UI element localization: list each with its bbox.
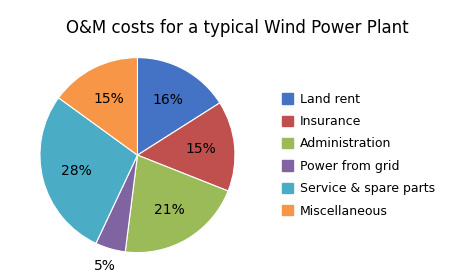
Text: 16%: 16% [153,93,183,107]
Wedge shape [125,155,228,253]
Text: O&M costs for a typical Wind Power Plant: O&M costs for a typical Wind Power Plant [66,19,408,37]
Wedge shape [40,98,137,243]
Text: 21%: 21% [155,203,185,217]
Wedge shape [59,58,137,155]
Wedge shape [137,103,235,191]
Text: 28%: 28% [61,164,91,178]
Text: 15%: 15% [93,92,124,106]
Text: 5%: 5% [94,259,116,273]
Wedge shape [137,58,220,155]
Wedge shape [96,155,137,252]
Text: 15%: 15% [185,142,216,156]
Legend: Land rent, Insurance, Administration, Power from grid, Service & spare parts, Mi: Land rent, Insurance, Administration, Po… [282,93,435,217]
